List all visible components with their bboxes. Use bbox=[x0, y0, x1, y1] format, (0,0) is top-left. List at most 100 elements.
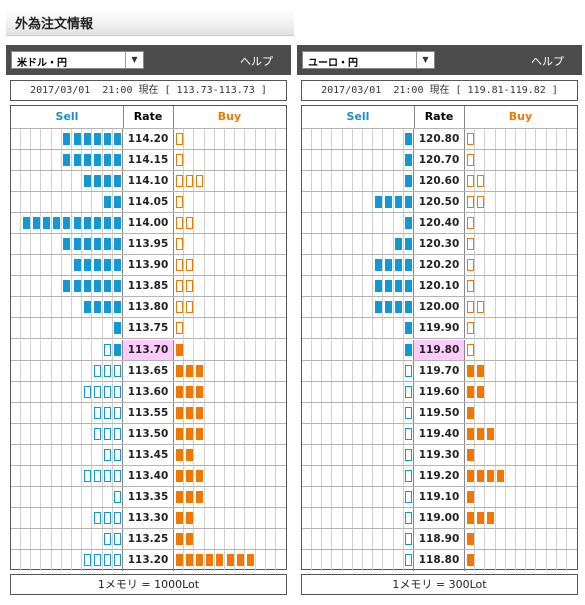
sell-volume-block bbox=[93, 175, 101, 188]
page-title: 外為注文情報 bbox=[15, 17, 94, 32]
order-row: 113.50 bbox=[11, 423, 286, 445]
buy-volume-block bbox=[486, 427, 494, 440]
order-row: 114.05 bbox=[11, 192, 286, 214]
sell-volume-block bbox=[83, 554, 91, 566]
rate-cell: 113.35 bbox=[127, 490, 169, 503]
sell-volume-cell bbox=[11, 318, 123, 339]
sell-volume-block bbox=[384, 259, 392, 272]
order-row: 119.60 bbox=[302, 381, 577, 403]
buy-volume-block bbox=[195, 406, 203, 419]
eur-jpy-panel: ユーロ・円 ▼ ヘルプ 2017/03/01 21:00 現在 [ 119.81… bbox=[297, 45, 582, 599]
order-row: 119.00 bbox=[302, 507, 577, 529]
buy-volume-block bbox=[175, 532, 183, 545]
chevron-down-icon[interactable]: ▼ bbox=[416, 52, 434, 68]
rate-cell: 114.00 bbox=[127, 217, 169, 230]
order-row: 118.90 bbox=[302, 528, 577, 550]
rate-cell: 120.40 bbox=[418, 217, 460, 230]
sell-volume-block bbox=[104, 448, 112, 461]
buy-volume-block bbox=[175, 322, 183, 335]
buy-volume-block bbox=[476, 175, 484, 188]
sell-volume-block bbox=[405, 175, 413, 188]
buy-volume-block bbox=[466, 259, 474, 272]
buy-volume-block bbox=[466, 427, 474, 440]
buy-volume-cell bbox=[464, 276, 577, 297]
buy-volume-block bbox=[185, 427, 193, 440]
buy-volume-block bbox=[185, 301, 193, 314]
sell-volume-cell bbox=[302, 318, 414, 339]
currency-pair-select[interactable]: ユーロ・円 ▼ bbox=[302, 51, 435, 69]
buy-volume-cell bbox=[464, 486, 577, 507]
buy-volume-cell bbox=[173, 150, 286, 171]
buy-volume-cell bbox=[173, 213, 286, 234]
sell-volume-block bbox=[114, 406, 122, 419]
sell-volume-block bbox=[73, 154, 81, 167]
sell-volume-block bbox=[93, 511, 101, 524]
buy-volume-block bbox=[175, 448, 183, 461]
order-row: 114.00 bbox=[11, 213, 286, 235]
sell-volume-block bbox=[93, 427, 101, 440]
help-link[interactable]: ヘルプ bbox=[240, 55, 273, 68]
sell-volume-block bbox=[83, 385, 91, 398]
order-row: 113.70 bbox=[11, 339, 286, 361]
sell-volume-block bbox=[114, 448, 122, 461]
buy-volume-cell bbox=[173, 234, 286, 255]
sell-volume-block bbox=[83, 280, 91, 293]
sell-volume-block bbox=[405, 322, 413, 335]
sell-volume-cell bbox=[11, 297, 123, 318]
chevron-down-icon[interactable]: ▼ bbox=[125, 52, 143, 68]
currency-pair-select[interactable]: 米ドル・円 ▼ bbox=[11, 51, 144, 69]
order-book-table: Sell Rate Buy 114.20 114.15 114.10 114.05 11… bbox=[10, 105, 287, 572]
sell-volume-block bbox=[83, 175, 91, 188]
sell-volume-block bbox=[63, 154, 71, 167]
rate-header: Rate bbox=[424, 110, 454, 123]
buy-volume-block bbox=[246, 554, 254, 566]
sell-volume-block bbox=[114, 490, 122, 503]
buy-volume-block bbox=[195, 385, 203, 398]
buy-volume-cell bbox=[464, 423, 577, 444]
sell-volume-block bbox=[104, 175, 112, 188]
rate-cell: 119.00 bbox=[418, 511, 460, 524]
sell-volume-block bbox=[395, 238, 403, 251]
sell-volume-block bbox=[395, 301, 403, 314]
sell-volume-block bbox=[83, 259, 91, 272]
scale-note: 1メモリ = 300Lot bbox=[301, 574, 578, 595]
sell-volume-block bbox=[395, 259, 403, 272]
sell-volume-block bbox=[93, 217, 101, 230]
rate-cell: 113.60 bbox=[127, 385, 169, 398]
rate-cell: 113.40 bbox=[127, 469, 169, 482]
buy-volume-block bbox=[206, 554, 214, 566]
sell-volume-block bbox=[83, 133, 91, 145]
sell-volume-cell bbox=[302, 507, 414, 528]
buy-volume-block bbox=[185, 490, 193, 503]
order-row: 114.15 bbox=[11, 150, 286, 172]
order-row: 113.90 bbox=[11, 255, 286, 277]
buy-volume-block bbox=[195, 427, 203, 440]
sell-volume-block bbox=[104, 469, 112, 482]
buy-volume-cell bbox=[464, 507, 577, 528]
buy-volume-block bbox=[185, 448, 193, 461]
buy-volume-block bbox=[175, 154, 183, 167]
sell-volume-block bbox=[114, 343, 122, 356]
buy-volume-block bbox=[466, 511, 474, 524]
buy-volume-block bbox=[466, 532, 474, 545]
sell-volume-block bbox=[405, 448, 413, 461]
order-row: 120.70 bbox=[302, 150, 577, 172]
sell-volume-block bbox=[42, 217, 50, 230]
sell-volume-block bbox=[104, 133, 112, 145]
sell-volume-block bbox=[104, 364, 112, 377]
rate-cell: 119.90 bbox=[418, 322, 460, 335]
help-link[interactable]: ヘルプ bbox=[531, 55, 564, 68]
buy-volume-block bbox=[476, 427, 484, 440]
buy-volume-cell bbox=[464, 255, 577, 276]
sell-volume-cell bbox=[11, 507, 123, 528]
buy-volume-block bbox=[466, 301, 474, 314]
buy-volume-block bbox=[497, 469, 505, 482]
sell-volume-block bbox=[104, 427, 112, 440]
order-row: 119.50 bbox=[302, 402, 577, 424]
buy-volume-cell bbox=[464, 339, 577, 360]
sell-volume-block bbox=[405, 406, 413, 419]
rate-cell: 120.70 bbox=[418, 154, 460, 167]
sell-volume-cell bbox=[11, 150, 123, 171]
buy-volume-cell bbox=[173, 381, 286, 402]
buy-volume-block bbox=[185, 532, 193, 545]
